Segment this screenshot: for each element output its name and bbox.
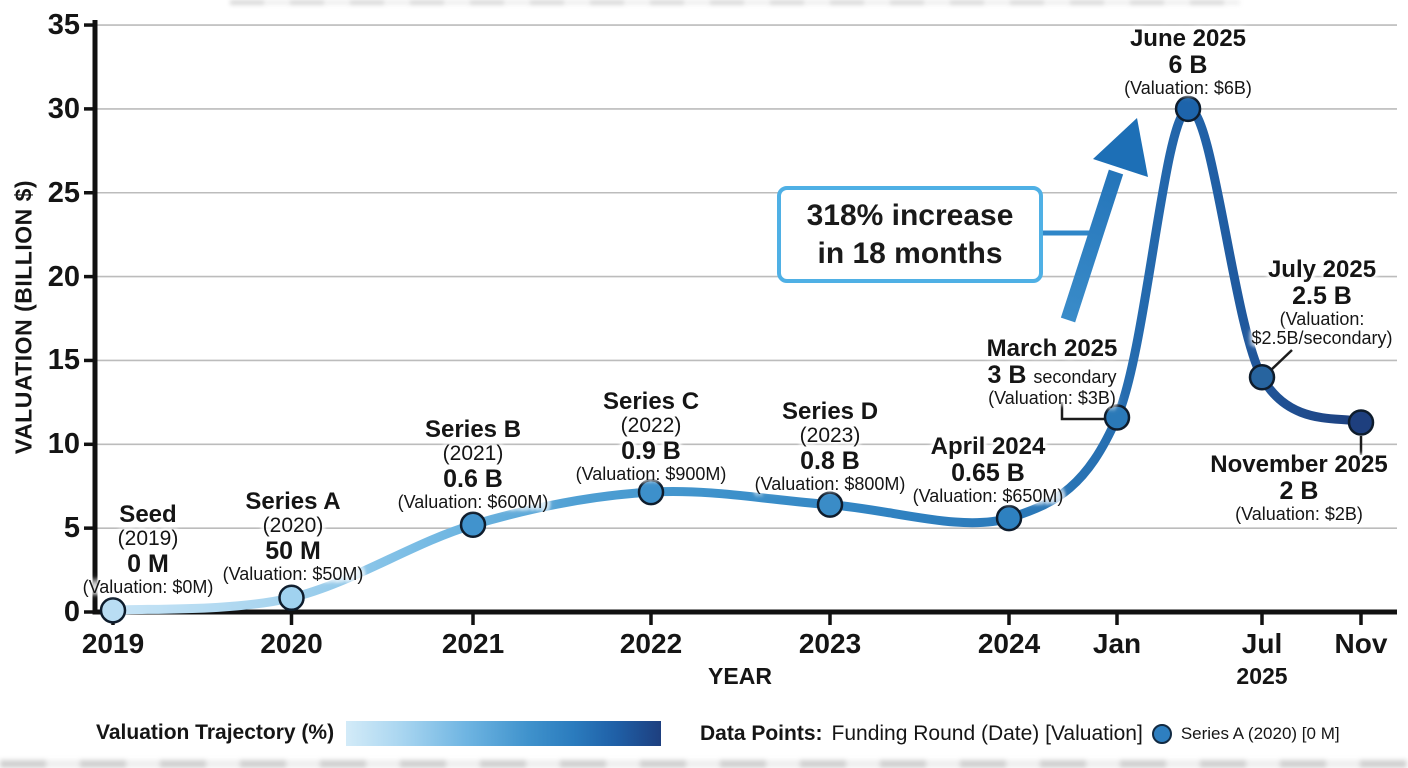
round-name: Series D (781, 398, 879, 425)
data-point-seed (99, 597, 127, 624)
round-name: November 2025 (1210, 451, 1388, 478)
round-valuation: (Valuation: $650M) (912, 485, 1064, 506)
round-valuation: (Valuation: $600M) (397, 491, 549, 512)
round-amount: 0.65 B (951, 458, 1025, 487)
round-name: April 2024 (930, 433, 1046, 460)
round-amount: 0 M (127, 549, 169, 578)
round-name: Series C (602, 388, 700, 415)
y-tick-label: 0 (63, 596, 80, 628)
point-label-march-2025: March 2025 3 B secondary (Valuation: $3B… (987, 336, 1118, 408)
legend-data-points-desc: Funding Round (Date) [Valuation] (831, 722, 1143, 745)
grid-layer (84, 20, 1397, 625)
y-tick-label: 10 (47, 428, 80, 461)
y-axis-title: VALUATION (BILLION $) (10, 179, 37, 455)
data-point-april-2024 (995, 504, 1023, 532)
data-point-march-2025 (1103, 404, 1131, 431)
round-name: July 2025 (1267, 256, 1377, 283)
annotation-line-2: in 18 months (817, 236, 1003, 270)
round-valuation: (Valuation: $3B) (988, 387, 1116, 408)
point-label-seed: Seed (2019) 0 M (Valuation: $0M) (83, 502, 214, 597)
growth-annotation-callout: 318% increase in 18 months (777, 186, 1043, 283)
round-valuation: (Valuation: $800M) (754, 473, 906, 494)
round-amount: 2 B (1279, 476, 1319, 505)
valuation-curve-layer (108, 104, 1366, 615)
data-point-series-c (637, 478, 665, 506)
y-tick-label: 15 (47, 344, 80, 377)
x-axis-title: YEAR (708, 663, 772, 689)
y-tick-label: 25 (47, 176, 80, 209)
data-point-series-b (459, 511, 487, 539)
round-date: (2023) (799, 423, 861, 447)
round-name: June 2025 (1129, 25, 1247, 52)
x-tick-label: 2024 (977, 628, 1041, 659)
x-tick-label: 2020 (260, 628, 323, 659)
legend-marker-label: Series A (2020) [0 M] (1180, 724, 1340, 743)
point-label-series-c: Series C (2022) 0.9 B (Valuation: $900M) (576, 389, 727, 484)
round-name: Series A (245, 488, 341, 515)
valuation-curve (108, 104, 1366, 615)
x-tick-label: Jan (1092, 628, 1142, 659)
data-point-june-2025 (1174, 95, 1202, 123)
round-valuation: (Valuation: $0M) (82, 576, 214, 597)
x-axis-year-2025-label: 2025 (1236, 663, 1288, 689)
point-label-series-d: Series D (2023) 0.8 B (Valuation: $800M) (755, 399, 906, 494)
legend-data-points: Data Points: Funding Round (Date) [Valua… (700, 721, 1340, 747)
round-valuation: (Valuation: $6B) (1124, 77, 1252, 98)
x-tick-label: Jul (1241, 628, 1283, 659)
legend-gradient-label: Valuation Trajectory (%) (96, 721, 335, 744)
point-label-series-b: Series B (2021) 0.6 B (Valuation: $600M) (398, 417, 549, 512)
annotation-shapes (1039, 118, 1363, 455)
legend-gradient-bar (346, 721, 661, 746)
round-amount: 0.9 B (621, 436, 681, 465)
data-points-layer (99, 95, 1375, 624)
data-point-july-2025 (1248, 363, 1276, 391)
x-tick-label: 2019 (81, 628, 145, 659)
july-2025-leader-line (1269, 349, 1293, 372)
x-tick-label: 2021 (441, 628, 505, 659)
round-amount: 2.5 B (1292, 281, 1352, 310)
point-label-november-2025: November 2025 2 B (Valuation: $2B) (1210, 452, 1387, 524)
round-date: (2021) (442, 441, 504, 465)
round-valuation: (Valuation: $900M) (575, 463, 727, 484)
point-label-june-2025: June 2025 6 B (Valuation: $6B) (1124, 26, 1252, 98)
round-date: (2022) (620, 413, 682, 437)
y-tick-label: 35 (47, 9, 80, 42)
data-point-series-d (816, 491, 844, 518)
round-date: (2020) (262, 513, 324, 537)
round-amount: 3 B (987, 360, 1027, 389)
y-tick-label: 20 (47, 260, 80, 293)
round-amount: 50 M (265, 536, 321, 565)
x-tick-label: Nov (1334, 628, 1388, 659)
round-amount: 0.6 B (443, 464, 503, 493)
round-valuation: (Valuation: $2B) (1235, 503, 1363, 524)
legend-data-points-label: Data Points: (700, 722, 823, 745)
annotation-line-1: 318% increase (806, 198, 1014, 232)
round-name: March 2025 (986, 335, 1118, 362)
data-point-series-a (278, 584, 305, 611)
growth-arrow-head-icon (1093, 118, 1148, 177)
round-valuation: (Valuation: $2.5B/secondary) (1251, 308, 1393, 349)
round-amount: 6 B (1168, 50, 1208, 79)
point-label-july-2025: July 2025 2.5 B (Valuation: $2.5B/second… (1231, 257, 1408, 349)
x-tick-label: 2022 (619, 628, 683, 659)
x-tick-label: 2023 (798, 628, 862, 659)
y-tick-label: 30 (47, 92, 80, 125)
round-name: Series B (424, 416, 522, 443)
point-label-april-2024: April 2024 0.65 B (Valuation: $650M) (913, 434, 1064, 506)
round-date: (2019) (117, 526, 179, 550)
y-tick-label: 5 (63, 512, 80, 545)
growth-arrow-shaft (1060, 169, 1124, 323)
data-point-november-2025 (1347, 409, 1375, 436)
round-name: Seed (119, 501, 177, 528)
point-label-series-a: Series A (2020) 50 M (Valuation: $50M) (223, 489, 364, 584)
march-2025-leader-line (1060, 402, 1104, 421)
round-amount-note: secondary (1033, 366, 1117, 387)
legend-marker-icon (1151, 724, 1172, 744)
round-amount: 0.8 B (800, 446, 860, 475)
round-valuation: (Valuation: $50M) (222, 563, 364, 584)
